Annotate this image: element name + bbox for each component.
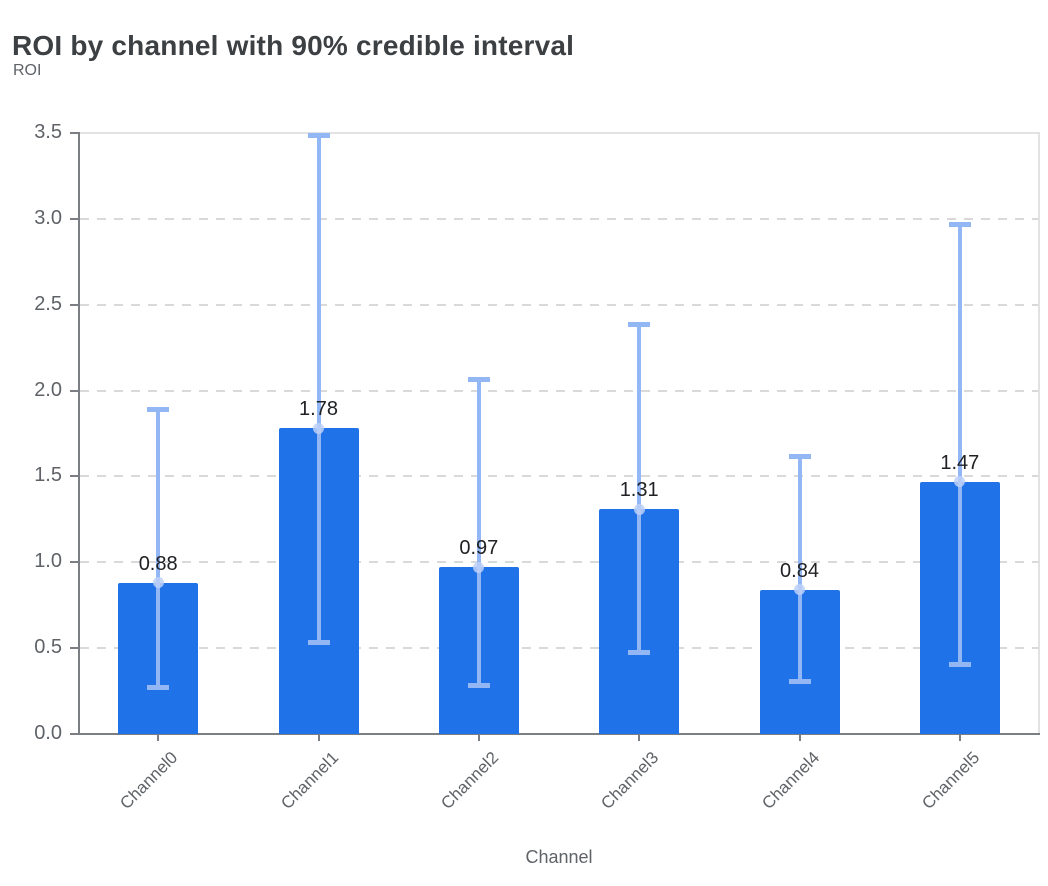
y-axis-tick xyxy=(70,561,78,564)
error-bar-mean-marker xyxy=(633,503,645,515)
error-bar-cap-bottom xyxy=(788,679,811,685)
error-bar-mean-marker xyxy=(313,422,324,434)
y-axis-tick xyxy=(70,132,78,134)
error-bar-cap-bottom xyxy=(147,684,170,690)
error-bar-cap-bottom xyxy=(467,682,490,688)
gridline xyxy=(80,303,1040,306)
y-axis-title: ROI xyxy=(13,62,42,79)
error-bar-line xyxy=(476,378,481,686)
y-axis-tick xyxy=(70,475,78,478)
bar-value-label: 0.97 xyxy=(459,537,499,560)
gridline xyxy=(80,217,1040,220)
plot-top-border xyxy=(78,132,1040,134)
y-axis-tick xyxy=(70,733,78,735)
error-bar-line xyxy=(316,134,321,643)
bar-value-label: 1.31 xyxy=(619,479,659,502)
y-axis-tick xyxy=(70,217,78,220)
gridline xyxy=(80,389,1040,392)
error-bar-cap-top xyxy=(467,376,490,382)
y-axis-tick xyxy=(70,389,78,392)
x-axis-title: Channel xyxy=(525,847,593,867)
x-axis-tick xyxy=(798,735,801,741)
x-axis-tick xyxy=(317,735,320,741)
error-bar-cap-top xyxy=(788,453,811,459)
error-bar-mean-marker xyxy=(794,584,805,596)
x-axis-tick xyxy=(157,735,160,741)
y-tick-label: 3.5 xyxy=(34,121,62,143)
error-bar-cap-top xyxy=(307,132,330,138)
error-bar-line xyxy=(957,224,962,666)
error-bar-cap-bottom xyxy=(628,650,651,656)
error-bar-line xyxy=(797,455,802,683)
y-tick-label: 3.0 xyxy=(34,206,62,229)
y-axis-tick xyxy=(70,647,78,650)
y-tick-label: 1.0 xyxy=(34,550,62,573)
error-bar-cap-bottom xyxy=(307,639,330,645)
gridline xyxy=(80,647,1040,650)
gridline xyxy=(80,561,1040,564)
y-tick-label: 0.5 xyxy=(34,636,62,659)
error-bar-mean-marker xyxy=(954,476,966,488)
error-bar-mean-marker xyxy=(473,561,485,573)
bar-value-label: 1.47 xyxy=(940,451,980,474)
x-axis-tick xyxy=(958,735,961,741)
bar-value-label: 1.78 xyxy=(299,398,338,421)
bar-value-label: 0.88 xyxy=(138,552,178,575)
error-bar-cap-bottom xyxy=(948,662,971,668)
error-bar-line xyxy=(637,323,642,654)
y-tick-label: 1.5 xyxy=(34,464,62,487)
bar-value-label: 0.84 xyxy=(780,559,819,582)
x-tick-label: Channel2 xyxy=(437,748,503,813)
x-tick-label: Channel5 xyxy=(918,748,984,813)
x-axis-tick xyxy=(638,735,641,741)
gridline xyxy=(80,475,1040,478)
y-axis-line xyxy=(78,132,80,735)
x-tick-label: Channel3 xyxy=(597,748,663,813)
y-tick-label: 2.5 xyxy=(34,292,62,315)
plot-right-border xyxy=(1038,133,1040,734)
error-bar-cap-top xyxy=(147,407,170,413)
chart-title: ROI by channel with 90% credible interva… xyxy=(12,29,575,61)
error-bar-cap-top xyxy=(948,222,971,227)
y-axis-tick xyxy=(70,303,78,306)
x-tick-label: Channel1 xyxy=(277,748,342,813)
error-bar-line xyxy=(156,409,161,688)
x-axis-line xyxy=(78,733,1040,735)
error-bar-cap-top xyxy=(628,321,651,327)
x-tick-label: Channel0 xyxy=(116,748,182,813)
error-bar-mean-marker xyxy=(152,577,164,589)
x-axis-tick xyxy=(477,735,480,741)
x-tick-label: Channel4 xyxy=(758,748,823,813)
y-tick-label: 2.0 xyxy=(34,378,62,401)
y-tick-label: 0.0 xyxy=(34,722,62,744)
